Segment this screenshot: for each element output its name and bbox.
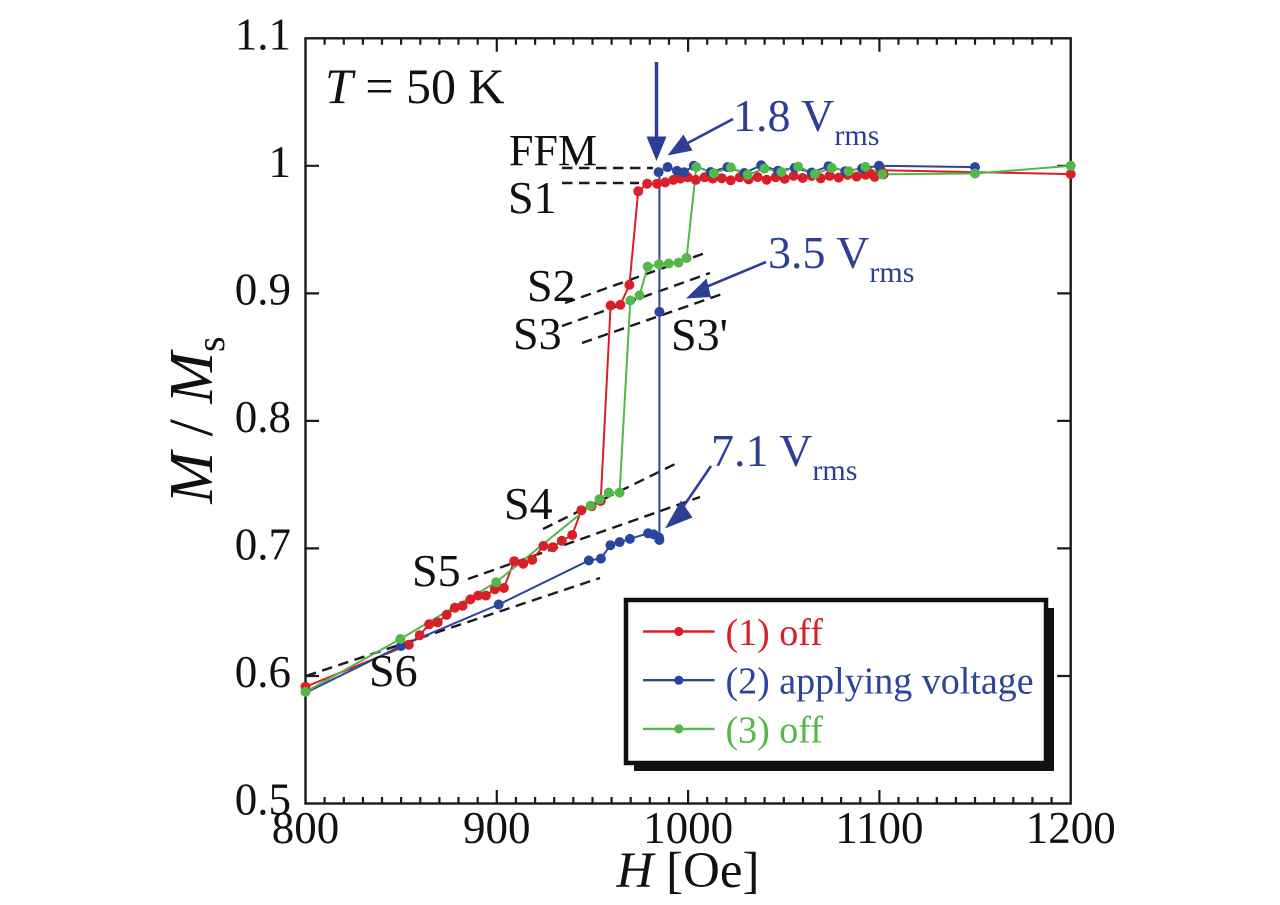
- svg-text:H [Oe]: H [Oe]: [615, 843, 759, 899]
- svg-text:1.1: 1.1: [235, 9, 291, 59]
- svg-text:1200: 1200: [1026, 803, 1116, 853]
- svg-text:S4: S4: [504, 478, 553, 529]
- svg-text:0.9: 0.9: [235, 264, 291, 314]
- svg-text:900: 900: [463, 803, 531, 853]
- svg-text:M / Ms: M / Ms: [158, 336, 233, 504]
- svg-text:0.5: 0.5: [235, 775, 291, 825]
- svg-text:S2: S2: [527, 260, 576, 311]
- svg-text:800: 800: [272, 803, 340, 853]
- svg-text:S1: S1: [508, 172, 557, 223]
- svg-text:1100: 1100: [835, 803, 923, 853]
- svg-text:S3: S3: [513, 308, 562, 359]
- svg-text:S6: S6: [369, 645, 418, 696]
- svg-text:1000: 1000: [643, 803, 733, 853]
- svg-text:0.6: 0.6: [235, 647, 291, 697]
- svg-text:S3': S3': [671, 309, 728, 360]
- svg-text:FFM: FFM: [509, 126, 597, 175]
- svg-text:0.7: 0.7: [235, 519, 291, 569]
- svg-text:(1) off: (1) off: [726, 612, 824, 654]
- svg-text:1: 1: [269, 137, 292, 187]
- svg-text:T = 50 K: T = 50 K: [325, 58, 505, 114]
- svg-text:0.8: 0.8: [235, 392, 291, 442]
- svg-text:(3) off: (3) off: [726, 709, 824, 751]
- svg-text:S5: S5: [412, 545, 461, 596]
- svg-text:(2) applying voltage: (2) applying voltage: [726, 661, 1034, 703]
